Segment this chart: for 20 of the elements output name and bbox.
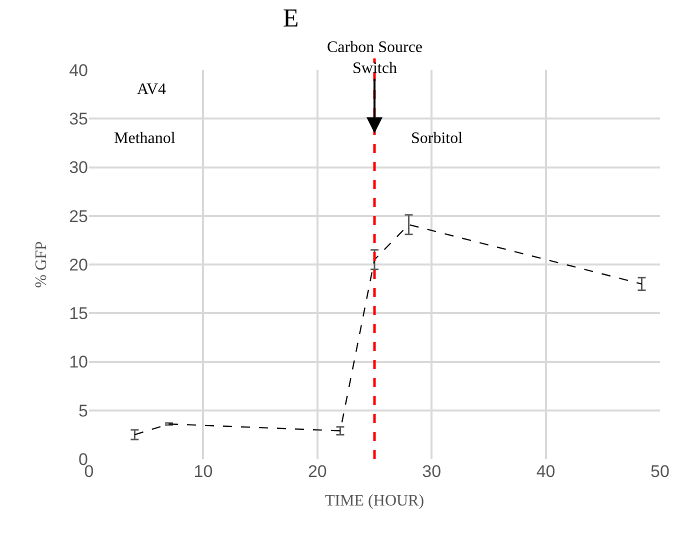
y-axis-title: % GFP	[32, 241, 50, 288]
x-tick-label: 20	[308, 462, 327, 481]
y-tick-label: 20	[69, 255, 88, 274]
y-tick-label: 10	[69, 352, 88, 372]
y-tick-label: 35	[69, 110, 88, 129]
x-axis-title: TIME (HOUR)	[324, 492, 424, 510]
annotation: Sorbitol	[411, 130, 464, 147]
annotation: Carbon Source Switch	[327, 39, 423, 77]
annotation: Methanol	[114, 130, 176, 147]
x-tick-label: 50	[650, 462, 670, 481]
y-tick-label: 40	[69, 60, 88, 80]
x-tick-label: 10	[194, 462, 213, 481]
x-tick-label: 30	[422, 462, 442, 481]
y-tick-label: 30	[69, 158, 88, 178]
annotation: AV4	[137, 81, 166, 98]
y-tick-label: 15	[69, 304, 88, 324]
chart-title: E	[282, 3, 299, 32]
x-tick-label: 40	[536, 462, 556, 481]
y-tick-label: 25	[69, 206, 88, 226]
y-tick-label: 5	[78, 401, 88, 420]
